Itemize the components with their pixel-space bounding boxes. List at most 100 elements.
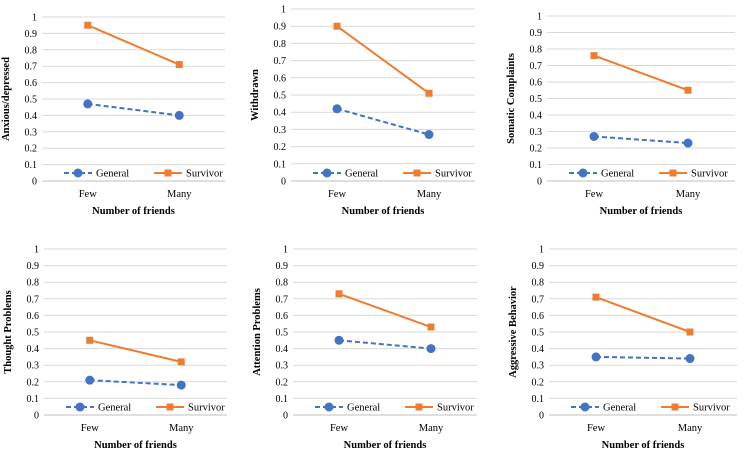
y-tick-label: 0.1 [27, 394, 40, 405]
y-tick-label: 0.3 [532, 361, 545, 372]
data-point-general [334, 335, 344, 345]
data-point-survivor [684, 86, 692, 94]
chart-panel-6: 0 0.1 0.2 0.3 0.4 0.5 0.6 0.7 0.8 0.9 1 Few Many Numb… [508, 245, 737, 451]
series-line-general [595, 355, 691, 360]
y-tick-label: 0 [539, 411, 544, 422]
series-line-general [593, 135, 689, 145]
data-point-survivor [86, 336, 94, 344]
series-line-survivor [89, 339, 182, 363]
y-tick-label: 0.8 [530, 45, 543, 56]
legend-label-general: General [98, 403, 131, 414]
data-point-general [174, 110, 184, 120]
y-tick-label: 0.4 [532, 344, 545, 355]
y-tick-label: 0.9 [530, 28, 543, 39]
legend-label-survivor: Survivor [188, 403, 225, 414]
y-tick-label: 0.4 [27, 344, 40, 355]
y-tick-label: 0.8 [25, 45, 38, 56]
legend-marker-survivor [413, 169, 421, 177]
x-axis-label: Number of friends [94, 440, 177, 451]
y-tick-label: 0.9 [274, 22, 287, 33]
series-line-survivor [595, 296, 691, 333]
legend-marker-survivor [415, 403, 423, 411]
data-point-general [85, 375, 95, 385]
y-tick-label: 0.5 [530, 94, 543, 105]
y-tick-label: 0.4 [25, 111, 38, 122]
y-tick-label: 0.7 [530, 61, 543, 72]
data-point-general [332, 104, 342, 114]
legend-marker-general [324, 402, 334, 412]
y-tick-label: 0.4 [276, 344, 289, 355]
y-tick-label: 0.5 [25, 95, 38, 106]
legend-marker-general [73, 168, 83, 178]
y-axis-label: Attention Problems [252, 288, 263, 376]
legend-marker-survivor [671, 403, 679, 411]
data-point-survivor [333, 22, 341, 30]
y-tick-label: 0.3 [27, 361, 40, 372]
x-tick-label: Many [678, 423, 703, 434]
y-tick-label: 0 [32, 177, 37, 188]
series-line-survivor [336, 25, 430, 95]
data-point-survivor [427, 323, 435, 331]
legend-label-survivor: Survivor [435, 169, 472, 180]
y-tick-label: 0.6 [27, 311, 40, 322]
y-tick-label: 0.6 [25, 78, 38, 89]
legend-label-survivor: Survivor [691, 169, 728, 180]
chart-panel-5: 0 0.1 0.2 0.3 0.4 0.5 0.6 0.7 0.8 0.9 1 Few Many Numb… [252, 245, 477, 451]
series-line-general [89, 379, 182, 387]
legend-label-survivor: Survivor [693, 403, 730, 414]
legend-marker-general [578, 168, 588, 178]
y-tick-label: 0.5 [532, 328, 545, 339]
y-tick-label: 0.7 [532, 294, 545, 305]
x-tick-label: Many [167, 189, 192, 200]
x-tick-label: Many [169, 423, 194, 434]
x-axis-label: Number of friends [344, 440, 427, 451]
x-tick-label: Few [328, 189, 347, 200]
y-tick-label: 0.6 [530, 78, 543, 89]
y-tick-label: 1 [281, 5, 286, 16]
series-line-survivor [593, 54, 689, 92]
legend-label-general: General [345, 169, 378, 180]
y-tick-label: 0.9 [532, 261, 545, 272]
legend-marker-survivor [166, 403, 174, 411]
legend-label-general: General [603, 403, 636, 414]
x-tick-label: Many [676, 189, 701, 200]
y-tick-label: 0.1 [532, 394, 545, 405]
x-tick-label: Many [419, 423, 444, 434]
y-tick-label: 0.7 [27, 294, 40, 305]
y-axis-label: Somatic Complaints [506, 53, 517, 144]
data-point-survivor [84, 21, 92, 29]
y-tick-label: 0.3 [276, 361, 289, 372]
data-point-survivor [686, 328, 694, 336]
data-point-general [426, 344, 436, 354]
y-tick-label: 0.7 [276, 294, 289, 305]
y-tick-label: 1 [537, 12, 542, 23]
y-tick-label: 0.7 [274, 56, 287, 67]
chart-panel-2: 0 0.1 0.2 0.3 0.4 0.5 0.6 0.7 0.8 0.9 1 Few Many Numb… [250, 5, 475, 217]
y-tick-label: 0.4 [274, 108, 287, 119]
legend-marker-survivor [164, 169, 172, 177]
y-tick-label: 0.2 [532, 377, 545, 388]
data-point-general [683, 138, 693, 148]
data-point-general [589, 131, 599, 141]
y-tick-label: 0.2 [27, 377, 40, 388]
data-point-general [83, 99, 93, 109]
y-tick-label: 0 [281, 177, 286, 188]
legend-label-survivor: Survivor [186, 169, 223, 180]
x-axis-label: Number of friends [342, 206, 425, 217]
legend-marker-general [75, 402, 85, 412]
y-axis-label: Anxious/depressed [1, 57, 12, 141]
series-line-general [87, 102, 180, 117]
series-line-survivor [338, 292, 432, 328]
y-tick-label: 0.6 [276, 311, 289, 322]
y-tick-label: 0.8 [27, 278, 40, 289]
series-line-survivor [87, 24, 180, 66]
legend-label-survivor: Survivor [437, 403, 474, 414]
y-tick-label: 0.3 [274, 125, 287, 136]
data-point-survivor [177, 358, 185, 366]
y-tick-label: 0.5 [276, 328, 289, 339]
y-tick-label: 0.9 [276, 261, 289, 272]
x-axis-label: Number of friends [600, 206, 683, 217]
y-tick-label: 0.8 [532, 278, 545, 289]
legend-marker-general [322, 168, 332, 178]
data-point-general [591, 352, 601, 362]
